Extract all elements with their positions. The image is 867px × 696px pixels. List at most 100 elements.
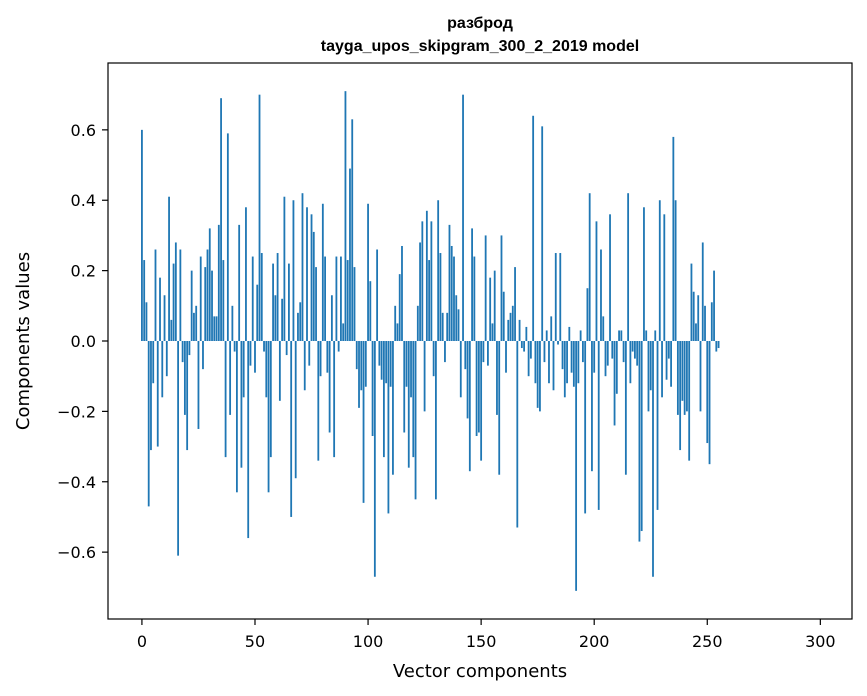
- bar: [613, 341, 616, 426]
- bar: [297, 312, 299, 341]
- y-tick-label: −0.6: [57, 543, 96, 562]
- bar: [636, 341, 639, 366]
- bar: [172, 263, 175, 341]
- bar: [568, 326, 571, 341]
- bar: [299, 302, 302, 341]
- bar: [344, 91, 347, 341]
- bar: [165, 341, 168, 377]
- bar: [174, 242, 177, 341]
- bar: [640, 341, 643, 532]
- bar: [263, 341, 265, 352]
- bar: [337, 341, 340, 352]
- bar: [559, 253, 562, 341]
- bar: [563, 341, 566, 398]
- bar: [371, 341, 374, 437]
- bar: [536, 341, 539, 408]
- bar: [681, 341, 684, 401]
- bar: [717, 341, 720, 349]
- bar: [222, 260, 225, 341]
- bar: [367, 203, 369, 341]
- bar: [634, 341, 636, 359]
- bar: [213, 316, 216, 341]
- bar: [183, 341, 186, 415]
- bar: [645, 330, 648, 341]
- bar: [697, 295, 700, 341]
- bar: [505, 341, 507, 373]
- bar: [362, 341, 365, 503]
- bar: [658, 200, 661, 341]
- bar: [143, 260, 146, 341]
- bar: [482, 341, 485, 363]
- bar: [306, 207, 308, 341]
- bar: [188, 341, 191, 356]
- bar: [595, 221, 598, 341]
- bar: [281, 298, 284, 341]
- bar: [301, 193, 304, 341]
- bar: [475, 341, 478, 437]
- bar: [520, 341, 523, 349]
- bar: [260, 253, 263, 341]
- bar: [516, 341, 519, 528]
- bar: [229, 341, 232, 415]
- bar: [401, 245, 403, 341]
- bar: [351, 119, 354, 341]
- bar: [317, 341, 320, 461]
- bar: [713, 270, 715, 341]
- bar: [141, 129, 143, 341]
- bar: [500, 235, 503, 341]
- x-tick-label: 300: [805, 632, 836, 651]
- bar: [288, 263, 290, 341]
- y-axis-ticks: −0.6 −0.4 −0.2 0.0 0.2 0.4 0.6: [57, 121, 108, 562]
- bar: [701, 242, 704, 341]
- bar: [269, 341, 272, 458]
- bar: [699, 341, 702, 412]
- bar: [168, 196, 170, 341]
- bar: [627, 193, 630, 341]
- bar: [446, 312, 449, 341]
- bar: [620, 330, 623, 341]
- bar: [245, 207, 247, 341]
- bar: [378, 341, 381, 366]
- bar: [686, 341, 688, 412]
- bar: [238, 224, 241, 341]
- bar: [577, 341, 580, 384]
- bar: [493, 270, 496, 341]
- bar: [604, 341, 607, 377]
- bar: [491, 323, 494, 341]
- bar: [586, 288, 589, 341]
- bar: [591, 341, 593, 472]
- bar: [434, 341, 437, 500]
- bar: [312, 231, 315, 341]
- bar: [541, 126, 544, 342]
- bar: [197, 341, 200, 429]
- bar: [588, 193, 591, 341]
- bar: [441, 312, 444, 341]
- bar: [292, 200, 295, 341]
- bar: [204, 267, 207, 341]
- bar: [220, 98, 222, 341]
- bar: [430, 221, 433, 341]
- bar: [267, 341, 270, 493]
- bar: [193, 312, 195, 341]
- bar: [199, 256, 202, 341]
- bar: [385, 341, 388, 384]
- bar: [274, 295, 277, 341]
- x-tick-label: 100: [353, 632, 384, 651]
- bar: [704, 305, 706, 341]
- bar: [437, 200, 440, 341]
- bar: [663, 214, 666, 341]
- bar: [154, 249, 157, 341]
- bar: [425, 210, 428, 341]
- bar: [611, 341, 614, 359]
- bar: [423, 341, 426, 412]
- bar: [358, 341, 360, 408]
- bar: [511, 305, 514, 341]
- bar: [145, 302, 148, 341]
- chart-title: разброд: [447, 15, 513, 32]
- plot-frame: [107, 62, 853, 620]
- bar: [647, 341, 650, 412]
- x-tick-label: 250: [692, 632, 723, 651]
- bar: [464, 341, 467, 370]
- bar: [532, 115, 535, 341]
- bar: [575, 341, 578, 591]
